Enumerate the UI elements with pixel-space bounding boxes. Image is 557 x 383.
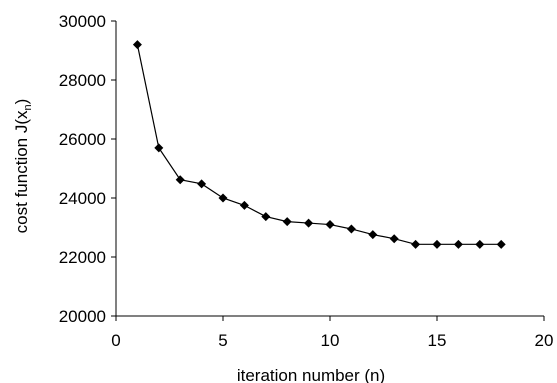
data-point-diamond: [154, 143, 164, 153]
data-point-diamond: [175, 175, 185, 185]
data-point-diamond: [132, 40, 142, 50]
y-tick-label: 26000: [59, 130, 106, 149]
data-point-diamond: [304, 218, 314, 228]
series-line: [136, 44, 502, 245]
y-axis-label: cost function J(xn): [12, 99, 34, 234]
data-point-diamond: [368, 230, 378, 240]
data-point-diamond: [325, 220, 335, 230]
y-axis-label-subscript: n: [22, 104, 34, 110]
data-point-diamond: [218, 193, 228, 203]
data-point-diamond: [411, 239, 421, 249]
data-point-diamond: [346, 224, 356, 234]
x-tick-label: 10: [321, 331, 340, 350]
x-tick-label: 0: [111, 331, 120, 350]
x-axis-label: iteration number (n): [237, 366, 385, 383]
data-point-diamond: [496, 239, 506, 249]
data-point-diamond: [389, 234, 399, 244]
data-point-diamond: [453, 239, 463, 249]
data-point-diamond: [282, 217, 292, 227]
y-tick-label: 22000: [59, 248, 106, 267]
data-point-diamond: [432, 239, 442, 249]
x-tick-label: 20: [535, 331, 554, 350]
x-tick-label: 5: [218, 331, 227, 350]
x-tick-label: 15: [428, 331, 447, 350]
y-tick-label: 20000: [59, 307, 106, 326]
data-point-diamond: [239, 200, 249, 210]
y-tick-label: 28000: [59, 71, 106, 90]
data-point-diamond: [197, 179, 207, 189]
axes: [115, 21, 544, 317]
y-tick-label: 30000: [59, 12, 106, 31]
series: [132, 40, 506, 249]
data-point-diamond: [261, 212, 271, 222]
y-axis-label-prefix: cost function J(x: [12, 110, 31, 233]
data-point-diamond: [475, 239, 485, 249]
y-tick-label: 24000: [59, 189, 106, 208]
ticks: 20000 22000 24000 26000 28000 30000 0 5 10 15 20: [59, 12, 554, 350]
y-axis-label-suffix: ): [12, 99, 31, 105]
